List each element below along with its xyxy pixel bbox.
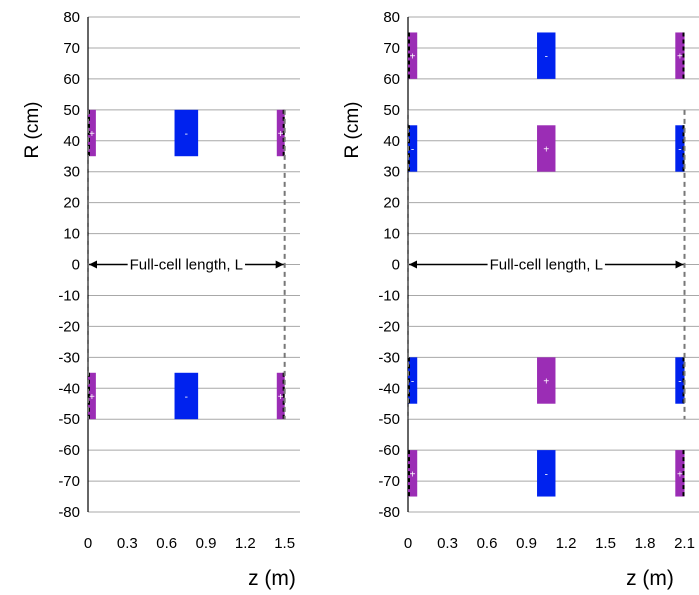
x-tick-label: 0.9: [196, 535, 217, 552]
y-tick-label: -20: [378, 318, 400, 335]
y-tick-label: 10: [383, 226, 400, 243]
coil-rect: [675, 32, 685, 79]
x-tick-label: 1.2: [235, 535, 256, 552]
y-tick-label: 70: [383, 40, 400, 57]
coil-polarity-label: +: [89, 392, 95, 403]
y-tick-label: 30: [63, 164, 80, 181]
x-tick-label: 2.1: [674, 535, 695, 552]
x-tick-label: 0: [404, 535, 412, 552]
coil-rect: [675, 125, 685, 172]
y-tick-label: 50: [63, 102, 80, 119]
y-tick-label: 0: [72, 257, 80, 274]
coil-rect: [174, 109, 199, 157]
annotation-background: [127, 255, 246, 274]
x-tick-label: 0.6: [477, 535, 498, 552]
coil-polarity-label: +: [543, 144, 549, 155]
x-tick-label: 0.3: [117, 535, 138, 552]
y-tick-label: 60: [63, 71, 80, 88]
coil-polarity-label: -: [545, 469, 548, 480]
coil-polarity-label: +: [410, 52, 416, 63]
coil-rect: [408, 450, 418, 497]
y-tick-label: 70: [63, 40, 80, 57]
y-tick-label: -70: [58, 473, 80, 490]
coil-rect: [174, 372, 199, 420]
y-tick-label: -70: [378, 473, 400, 490]
y-tick-label: -50: [58, 411, 80, 428]
coil-polarity-label: -: [411, 144, 414, 155]
coil-polarity-label: +: [278, 129, 284, 140]
coil-polarity-label: -: [678, 377, 681, 388]
x-tick-label: 0.6: [156, 535, 177, 552]
coil-rect: [408, 32, 418, 79]
y-tick-label: 30: [383, 164, 400, 181]
coil-rect: [537, 125, 556, 172]
coil-rect: [537, 32, 556, 79]
arrowhead-left: [89, 260, 97, 269]
x-tick-label: 1.8: [635, 535, 656, 552]
coil-polarity-label: +: [89, 129, 95, 140]
chart-panel-right: 80 70 60 50 40 30 20 10 0 -10 -20 -30 -40 -50 -60 -70 -8…: [342, 9, 699, 590]
y-tick-label: 80: [63, 9, 80, 26]
coil-rect: [276, 372, 285, 420]
y-tick-label: -60: [58, 442, 80, 459]
y-axis-title: R (cm): [342, 102, 363, 159]
arrowhead-right: [675, 260, 684, 269]
coil-polarity-label: +: [677, 52, 683, 63]
coil-rect: [537, 450, 556, 497]
x-tick-label: 1.2: [556, 535, 577, 552]
y-axis-title: R (cm): [22, 102, 43, 159]
coil-rect: [276, 109, 285, 157]
coil-polarity-label: -: [411, 377, 414, 388]
x-axis-title: z (m): [626, 567, 674, 590]
coil-rect: [88, 372, 96, 420]
y-tick-label: 10: [63, 226, 80, 243]
annotation-background: [487, 255, 605, 274]
y-tick-label: -40: [58, 380, 80, 397]
coil-polarity-label: -: [185, 129, 188, 140]
coil-rect: [408, 125, 418, 172]
y-tick-label: -80: [378, 504, 400, 521]
x-axis-title: z (m): [248, 567, 296, 590]
coil-polarity-label: +: [410, 469, 416, 480]
arrowhead-right: [275, 260, 284, 269]
coil-rect: [675, 450, 685, 497]
y-tick-label: -60: [378, 442, 400, 459]
arrowhead-left: [409, 260, 417, 269]
coil-polarity-label: -: [185, 392, 188, 403]
annotation-label: Full-cell length, L: [490, 257, 603, 274]
y-tick-label: 40: [63, 133, 80, 150]
coil-polarity-label: -: [545, 52, 548, 63]
coil-rect: [88, 109, 96, 157]
y-tick-label: -30: [58, 349, 80, 366]
coil-rect: [675, 357, 685, 404]
coil-rect: [537, 357, 556, 404]
y-tick-label: -20: [58, 318, 80, 335]
y-tick-label: -80: [58, 504, 80, 521]
y-tick-label: -10: [58, 287, 80, 304]
x-tick-label: 0.3: [437, 535, 458, 552]
coil-polarity-label: +: [677, 469, 683, 480]
y-tick-label: 0: [392, 257, 400, 274]
x-tick-label: 1.5: [274, 535, 295, 552]
coil-rect: [408, 357, 418, 404]
coil-polarity-label: +: [278, 392, 284, 403]
y-tick-label: 60: [383, 71, 400, 88]
y-tick-label: -10: [378, 287, 400, 304]
x-tick-label: 0.9: [516, 535, 537, 552]
y-tick-label: 40: [383, 133, 400, 150]
chart-panel-left: 80 70 60 50 40 30 20 10 0 -10 -20 -30 -40 -50 -60 -70 -8…: [22, 9, 300, 590]
y-tick-label: -50: [378, 411, 400, 428]
y-tick-label: -30: [378, 349, 400, 366]
y-tick-label: 80: [383, 9, 400, 26]
x-tick-label: 1.5: [595, 535, 616, 552]
annotation-label: Full-cell length, L: [130, 257, 243, 274]
y-tick-label: 20: [383, 195, 400, 212]
y-tick-label: 50: [383, 102, 400, 119]
coil-polarity-label: -: [678, 144, 681, 155]
y-tick-label: -40: [378, 380, 400, 397]
x-tick-label: 0: [84, 535, 92, 552]
y-tick-label: 20: [63, 195, 80, 212]
coil-polarity-label: +: [543, 377, 549, 388]
